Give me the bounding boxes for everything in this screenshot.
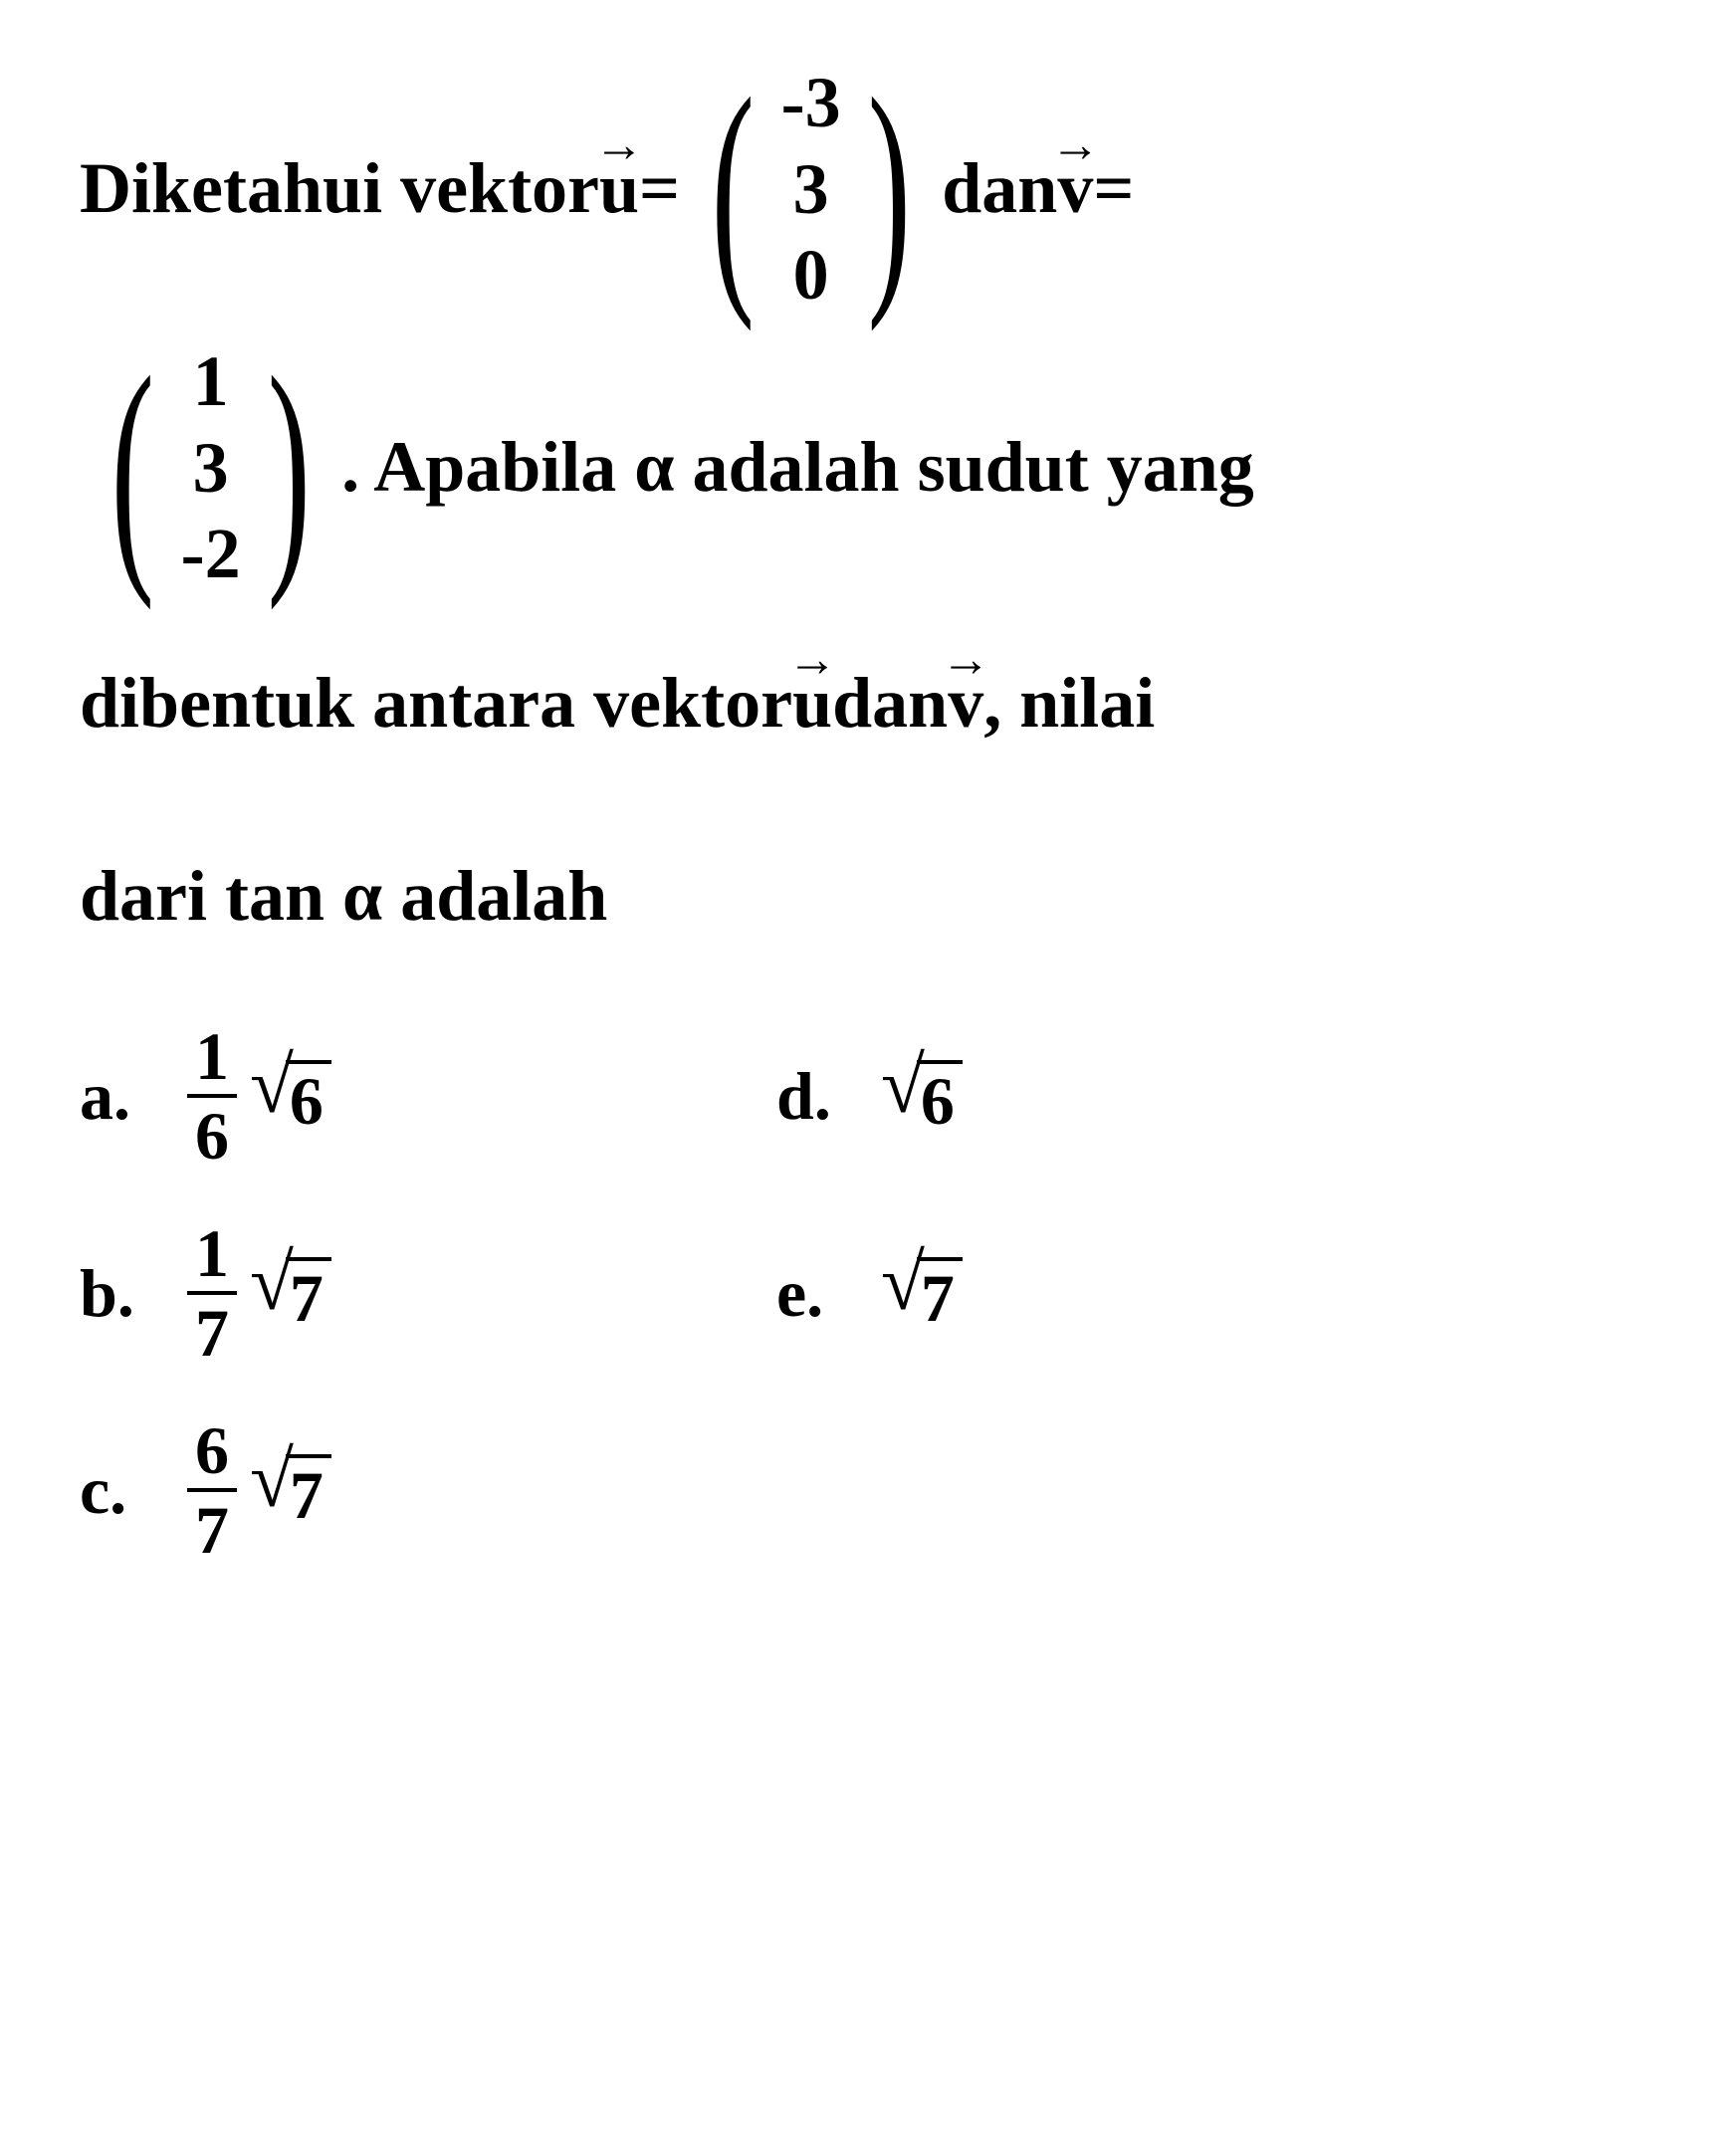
text-nilai: , nilai: [983, 657, 1155, 751]
text-dan: dan: [942, 142, 1057, 236]
option-d-sqrt: √ 6: [881, 1054, 963, 1139]
option-row-3: c. 6 7 √ 7: [80, 1416, 1656, 1564]
problem-line-3: dibentuk antara vektor u dan v , nilai: [80, 657, 1656, 751]
u-comp-1: 3: [793, 146, 829, 232]
vector-v-matrix: ( 1 3 -2 ): [90, 338, 331, 597]
option-c-num: 6: [195, 1416, 229, 1488]
u-comp-2: 0: [793, 232, 829, 318]
problem-line-2: ( 1 3 -2 ) . Apabila α adalah sudut yang: [80, 338, 1656, 597]
v-comp-1: 3: [193, 425, 229, 511]
var-u-2: u: [792, 657, 832, 751]
option-a-den: 6: [195, 1098, 229, 1170]
option-b-sqrt-val: 7: [286, 1257, 331, 1336]
var-v: v: [1057, 142, 1093, 236]
option-e-sqrt-val: 7: [917, 1257, 963, 1336]
option-b-frac: 1 7: [187, 1219, 237, 1367]
option-d-label: d.: [776, 1057, 876, 1136]
u-comp-0: -3: [781, 60, 841, 145]
equals-1: =: [639, 142, 680, 236]
option-e-sqrt: √ 7: [881, 1251, 963, 1336]
var-u: u: [599, 142, 639, 236]
option-a-frac: 1 6: [187, 1022, 237, 1170]
options-container: a. 1 6 √ 6 d. √ 6: [80, 1022, 1656, 1564]
text-dan-2: dan: [832, 657, 948, 751]
option-row-2: b. 1 7 √ 7 e. √ 7: [80, 1219, 1656, 1367]
option-a-sqrt-val: 6: [286, 1060, 331, 1139]
option-c-den: 7: [195, 1492, 229, 1564]
v-comp-0: 1: [193, 338, 229, 424]
v-comp-2: -2: [181, 511, 241, 596]
option-c-sqrt-val: 7: [286, 1454, 331, 1533]
option-d-sqrt-val: 6: [917, 1060, 963, 1139]
option-a-num: 1: [195, 1022, 229, 1094]
option-e: e. √ 7: [776, 1251, 1473, 1336]
option-b-label: b.: [80, 1254, 179, 1333]
option-b-sqrt: √ 7: [250, 1251, 331, 1336]
option-d: d. √ 6: [776, 1054, 1473, 1139]
problem-line-1: Diketahui vektor u = ( -3 3 0 ) dan v =: [80, 60, 1656, 319]
problem-line-4: dari tan α adalah: [80, 850, 1656, 944]
option-b: b. 1 7 √ 7: [80, 1219, 776, 1367]
option-a: a. 1 6 √ 6: [80, 1022, 776, 1170]
option-c-frac: 6 7: [187, 1416, 237, 1564]
text-diketahui: Diketahui vektor: [80, 142, 599, 236]
vector-u-matrix: ( -3 3 0 ): [690, 60, 932, 319]
text-dari-tan: dari tan α adalah: [80, 850, 607, 944]
text-dibentuk: dibentuk antara vektor: [80, 657, 792, 751]
page-container: Diketahui vektor u = ( -3 3 0 ) dan v = …: [0, 0, 1736, 2148]
option-a-sqrt: √ 6: [250, 1054, 331, 1139]
option-c-label: c.: [80, 1451, 179, 1530]
option-b-num: 1: [195, 1219, 229, 1291]
option-b-den: 7: [195, 1295, 229, 1367]
var-v-2: v: [948, 657, 983, 751]
option-c: c. 6 7 √ 7: [80, 1416, 776, 1564]
option-c-sqrt: √ 7: [250, 1448, 331, 1533]
option-a-label: a.: [80, 1057, 179, 1136]
option-row-1: a. 1 6 √ 6 d. √ 6: [80, 1022, 1656, 1170]
option-e-label: e.: [776, 1254, 876, 1333]
text-apabila: . Apabila α adalah sudut yang: [341, 421, 1254, 515]
